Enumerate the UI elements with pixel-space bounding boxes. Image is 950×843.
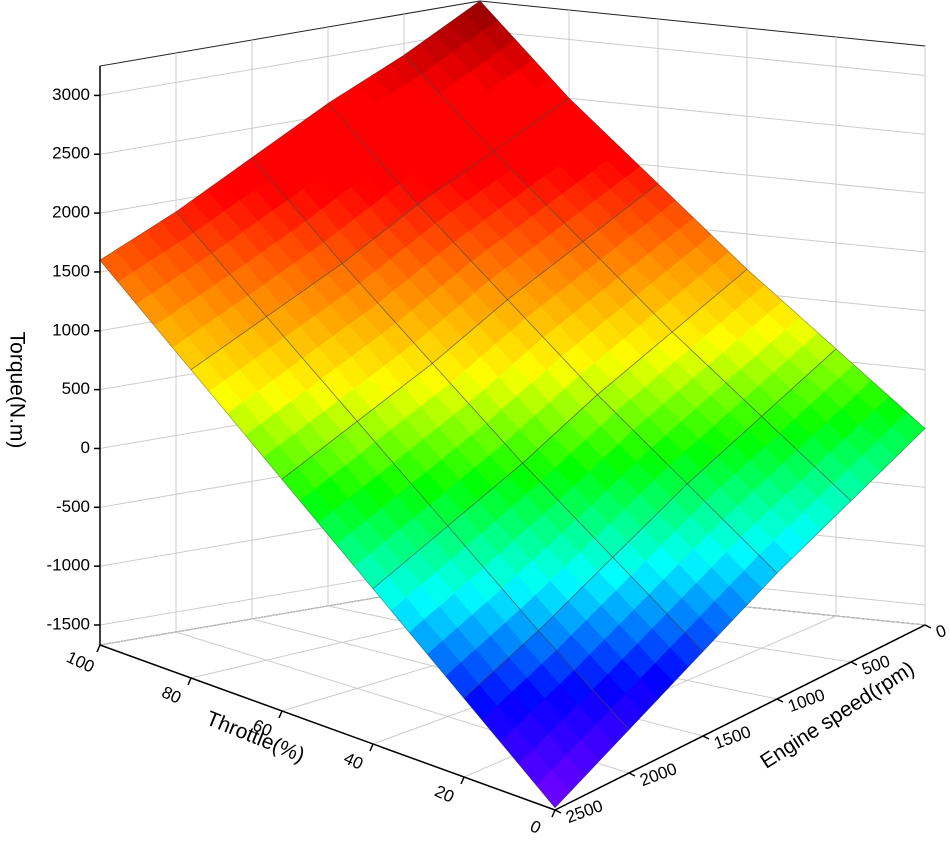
x-tick	[187, 677, 192, 686]
surface-cell-outline	[372, 525, 539, 699]
y-tick	[628, 772, 636, 777]
surface-cell-outline	[582, 183, 748, 333]
surface	[99, 0, 926, 809]
surface-cell-outline	[537, 556, 704, 731]
x-axis-title: Throttle(%)	[203, 707, 308, 767]
y-tick-label: 0	[933, 621, 948, 642]
surface-cell-outline	[190, 316, 358, 480]
y-axis	[554, 624, 926, 811]
surface-cell-outline	[686, 415, 852, 574]
surface-cell-outline	[447, 462, 614, 632]
x-tick	[460, 776, 465, 785]
x-tick	[369, 743, 374, 752]
z-tick-label: 1000	[52, 320, 90, 339]
x-tick	[278, 710, 283, 719]
z-tick-label: 500	[62, 379, 90, 398]
z-tick-label: -500	[56, 497, 90, 516]
surface-cell-outline	[463, 630, 630, 809]
surface-patch	[536, 770, 571, 809]
surface-cell-outline	[341, 203, 509, 364]
surface-cell-outline	[761, 348, 926, 502]
z-tick-label: 2000	[52, 203, 90, 222]
y-tick	[924, 624, 932, 629]
surface-cell-outline	[417, 150, 584, 301]
x-tick-label: 40	[341, 748, 366, 773]
surface-cell-outline	[175, 157, 343, 318]
z-axis-title: Torque(N.m)	[5, 332, 28, 449]
surface-cell-outline	[431, 299, 598, 464]
surface-cell-outline	[671, 268, 837, 417]
surface-cell-outline	[327, 54, 495, 206]
x-tick	[96, 644, 101, 653]
z-tick-label: 2500	[52, 144, 90, 163]
x-tick-label: 80	[159, 682, 184, 707]
surface-cell-outline	[522, 394, 688, 558]
surface-cell-outline	[403, 0, 570, 152]
x-tick-label: 100	[64, 647, 98, 676]
x-axis	[99, 644, 556, 811]
y-tick	[554, 809, 562, 814]
z-tick-label: 0	[81, 438, 90, 457]
y-tick	[776, 698, 784, 703]
grid-line	[99, 29, 481, 96]
x-tick	[551, 809, 556, 818]
x-tick-label: 20	[432, 781, 457, 806]
surface-cell-outline	[596, 331, 763, 485]
z-tick-label: 3000	[52, 85, 90, 104]
y-tick	[850, 661, 858, 666]
surface-cell-outline	[251, 102, 419, 265]
surface-cell-outline	[507, 241, 673, 396]
y-tick	[702, 735, 710, 740]
surface-cell-outline	[266, 262, 433, 422]
surface-cell-outline	[492, 97, 659, 243]
surface-cell-outline	[281, 420, 449, 590]
surface-cell-outline	[612, 483, 778, 652]
z-tick-label: -1500	[47, 614, 90, 633]
surface-cell-outline	[356, 362, 524, 527]
z-tick-label: 1500	[52, 261, 90, 280]
grid-line	[479, 29, 926, 76]
z-tick-label: -1000	[47, 556, 90, 575]
x-tick-label: 0	[527, 816, 544, 837]
